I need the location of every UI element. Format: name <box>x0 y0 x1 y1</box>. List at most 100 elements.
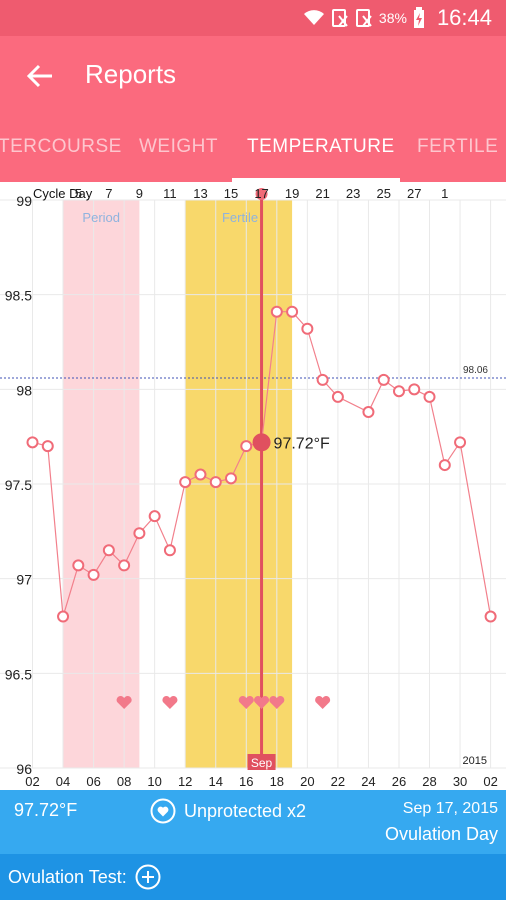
date-tick: 20 <box>300 774 314 789</box>
ovulation-test-bar: Ovulation Test: <box>0 854 506 900</box>
heart-circle-icon <box>150 798 176 824</box>
selected-value-label: 97.72°F <box>274 435 330 452</box>
selected-point <box>252 433 271 452</box>
tab-temperature[interactable]: TEMPERATURE <box>247 136 395 157</box>
battery-icon <box>413 7 424 28</box>
heart-icon <box>315 695 331 709</box>
clock: 16:44 <box>436 5 492 30</box>
temperature-point <box>331 390 344 403</box>
heart-icon <box>254 695 270 709</box>
y-tick-label: 98 <box>16 382 32 398</box>
cycle-day-tick: 17 <box>254 186 268 201</box>
date-tick: 10 <box>147 774 161 789</box>
ovulation-test-label: Ovulation Test: <box>8 866 127 887</box>
date-tick: 16 <box>239 774 253 789</box>
date-tick: 02 <box>483 774 497 789</box>
temperature-point <box>179 476 192 489</box>
cycle-day-label: Cycle Day <box>33 186 93 201</box>
cycle-day-tick: 23 <box>346 186 360 201</box>
unprotected-summary: Unprotected x2 <box>150 796 306 826</box>
date-tick: 24 <box>361 774 375 789</box>
cycle-day-tick: 19 <box>285 186 299 201</box>
cycle-day-tick: 9 <box>136 186 143 201</box>
temperature-point <box>392 385 405 398</box>
temperature-point <box>26 436 39 449</box>
temperature-point <box>484 610 497 623</box>
temperature-point <box>194 468 207 481</box>
y-tick-label: 99 <box>16 193 32 209</box>
tab-fertile[interactable]: FERTILE <box>417 136 499 157</box>
year-label: 2015 <box>463 755 487 767</box>
fertile-label: Fertile <box>222 210 258 225</box>
temperature-point <box>41 440 54 453</box>
app-bar: Reports <box>0 36 506 116</box>
temperature-chart[interactable]: Period Fertile 98.06 97.72°F Cycle Day 5 7 9 11 1… <box>0 182 506 790</box>
temperature-point <box>301 322 314 335</box>
tab-weight[interactable]: WEIGHT <box>139 136 218 157</box>
temperature-point <box>148 510 161 523</box>
temperature-point <box>102 544 115 557</box>
heart-icon <box>116 695 132 709</box>
cycle-day-tick: 21 <box>315 186 329 201</box>
temperature-point <box>408 383 421 396</box>
page-title: Reports <box>85 59 177 89</box>
date-tick: 28 <box>422 774 436 789</box>
date-tick: 22 <box>331 774 345 789</box>
cycle-day-tick: 27 <box>407 186 421 201</box>
add-circle-icon[interactable] <box>135 864 161 890</box>
date-tick: 18 <box>270 774 284 789</box>
heart-icon <box>269 695 285 709</box>
month-label: Sep <box>251 756 273 770</box>
battery-percent: 38% <box>378 10 407 26</box>
period-label: Period <box>82 210 120 225</box>
temperature-point <box>438 459 451 472</box>
wifi-icon <box>303 10 324 25</box>
temperature-point <box>270 305 283 318</box>
no-sim-icon <box>331 9 348 27</box>
temperature-point <box>423 390 436 403</box>
average-label: 98.06 <box>463 365 488 376</box>
temperature-point <box>225 472 238 485</box>
y-tick-label: 96 <box>16 761 32 777</box>
unprotected-label: Unprotected x2 <box>184 800 307 821</box>
no-sim-icon-2 <box>355 9 372 27</box>
day-type: Ovulation Day <box>384 824 498 844</box>
temperature-point <box>87 568 100 581</box>
temperature-point <box>362 406 375 419</box>
day-summary-bar: 97.72°F Unprotected x2 Sep 17, 2015 Ovul… <box>0 790 506 854</box>
date-tick: 04 <box>56 774 70 789</box>
date-tick: 06 <box>86 774 100 789</box>
temperature-point <box>133 527 146 540</box>
date-tick: 26 <box>392 774 406 789</box>
tab-intercourse[interactable]: TERCOURSE <box>0 136 122 157</box>
cycle-day-tick: 11 <box>163 186 177 201</box>
selected-temperature: 97.72°F <box>14 800 78 820</box>
y-tick-label: 97.5 <box>5 477 32 493</box>
date-tick: 30 <box>453 774 467 789</box>
cycle-day-tick: 25 <box>376 186 390 201</box>
temperature-point <box>72 559 85 572</box>
temperature-point <box>118 559 131 572</box>
cycle-day-tick: 1 <box>441 186 448 201</box>
report-tabs: TERCOURSE WEIGHT TEMPERATURE FERTILE <box>0 116 506 182</box>
cycle-day-tick: 5 <box>75 186 82 201</box>
cycle-day-tick: 15 <box>224 186 238 201</box>
temperature-point <box>316 373 329 386</box>
heart-icon <box>238 695 254 709</box>
y-tick-label: 96.5 <box>5 666 32 682</box>
temperature-point <box>454 436 467 449</box>
date-tick: 02 <box>25 774 39 789</box>
temperature-point <box>209 476 222 489</box>
y-tick-label: 97 <box>16 572 32 588</box>
ovulation-test-row: Ovulation Test: <box>8 862 161 892</box>
cycle-day-tick: 7 <box>105 186 112 201</box>
temperature-point <box>240 440 253 453</box>
date-tick: 14 <box>209 774 223 789</box>
cursor-handle <box>255 188 268 200</box>
temperature-point <box>57 610 70 623</box>
y-tick-label: 98.5 <box>5 288 32 304</box>
active-tab-indicator <box>232 178 400 182</box>
date-tick: 12 <box>178 774 192 789</box>
back-arrow-icon[interactable] <box>24 60 56 92</box>
